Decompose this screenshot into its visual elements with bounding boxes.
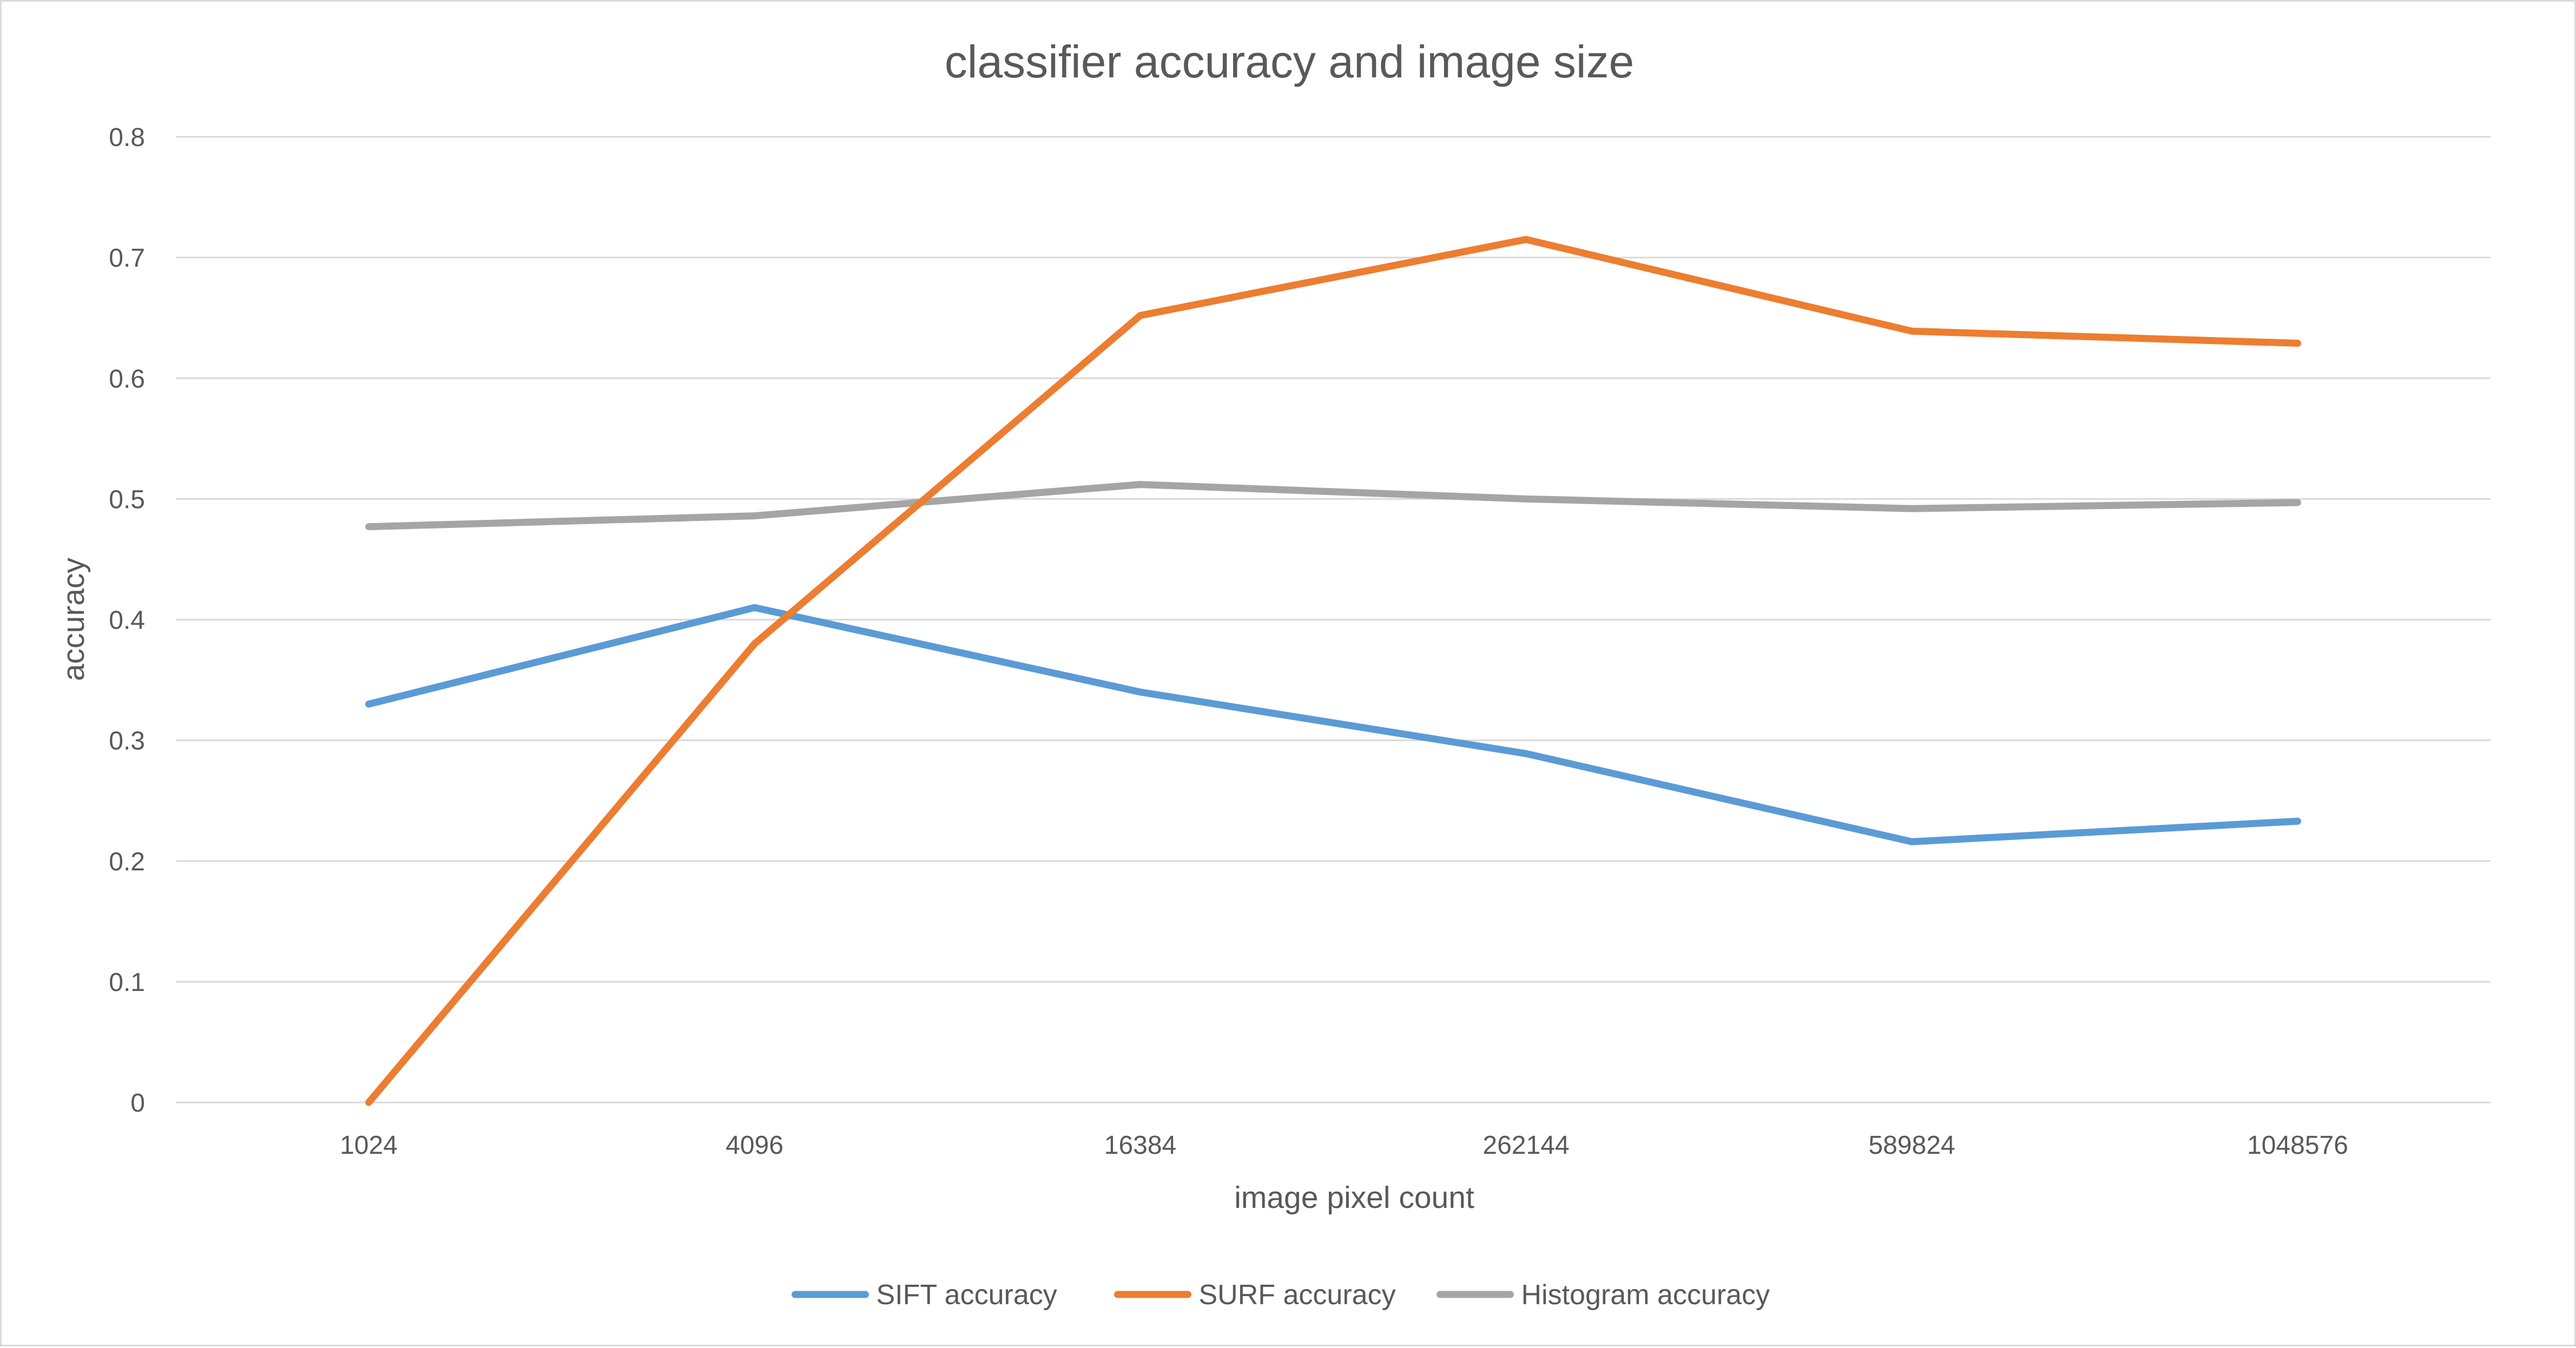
x-axis-title: image pixel count xyxy=(1234,1180,1474,1215)
y-tick-label: 0.8 xyxy=(109,123,145,152)
legend-item: Histogram accuracy xyxy=(1437,1279,1770,1311)
gridlines xyxy=(176,136,2491,1103)
y-tick-label: 0.6 xyxy=(109,365,145,393)
series-line-histogram-accuracy xyxy=(365,481,2301,531)
legend: SIFT accuracy SURF accuracy Histogram accu… xyxy=(792,1279,1770,1311)
series-line-sift-accuracy xyxy=(365,604,2301,845)
x-tick-label: 16384 xyxy=(1104,1131,1176,1160)
x-tick-label: 1024 xyxy=(340,1131,398,1160)
x-axis-ticks: 1024 4096 16384 262144 589824 1048576 xyxy=(340,1131,2348,1160)
data-point xyxy=(2297,821,2298,822)
data-point xyxy=(2297,343,2298,344)
series-lines xyxy=(365,236,2301,1106)
data-point xyxy=(754,643,755,644)
y-tick-label: 0.4 xyxy=(109,606,145,635)
data-point xyxy=(754,516,755,517)
data-point xyxy=(1912,841,1913,842)
data-point xyxy=(1140,484,1141,485)
data-point xyxy=(1912,508,1913,509)
data-point xyxy=(1526,239,1527,240)
y-tick-label: 0.7 xyxy=(109,244,145,273)
legend-label: SURF accuracy xyxy=(1199,1279,1396,1311)
y-tick-label: 0 xyxy=(130,1089,145,1118)
data-point xyxy=(1140,315,1141,316)
y-tick-label: 0.3 xyxy=(109,727,145,756)
y-tick-label: 0.1 xyxy=(109,968,145,997)
data-point xyxy=(368,704,370,705)
data-point xyxy=(1140,691,1141,692)
data-point xyxy=(754,607,755,608)
chart-title: classifier accuracy and image size xyxy=(945,36,1635,87)
x-tick-label: 262144 xyxy=(1483,1131,1569,1160)
y-axis-title: accuracy xyxy=(56,557,91,681)
x-tick-label: 1048576 xyxy=(2247,1131,2348,1160)
legend-item: SURF accuracy xyxy=(1114,1279,1396,1311)
series-line-surf-accuracy xyxy=(365,236,2301,1106)
data-point xyxy=(368,1102,370,1103)
y-axis-ticks: 0 0.1 0.2 0.3 0.4 0.5 0.6 0.7 0.8 xyxy=(109,123,145,1118)
y-tick-label: 0.2 xyxy=(109,848,145,876)
legend-item: SIFT accuracy xyxy=(792,1279,1057,1311)
legend-label: SIFT accuracy xyxy=(877,1279,1057,1311)
data-point xyxy=(1912,331,1913,332)
data-point xyxy=(1526,498,1527,499)
legend-label: Histogram accuracy xyxy=(1521,1279,1770,1311)
x-tick-label: 589824 xyxy=(1868,1131,1955,1160)
data-point xyxy=(2297,502,2298,503)
x-tick-label: 4096 xyxy=(726,1131,783,1160)
y-tick-label: 0.5 xyxy=(109,485,145,514)
data-point xyxy=(368,526,370,527)
data-point xyxy=(1526,753,1527,754)
